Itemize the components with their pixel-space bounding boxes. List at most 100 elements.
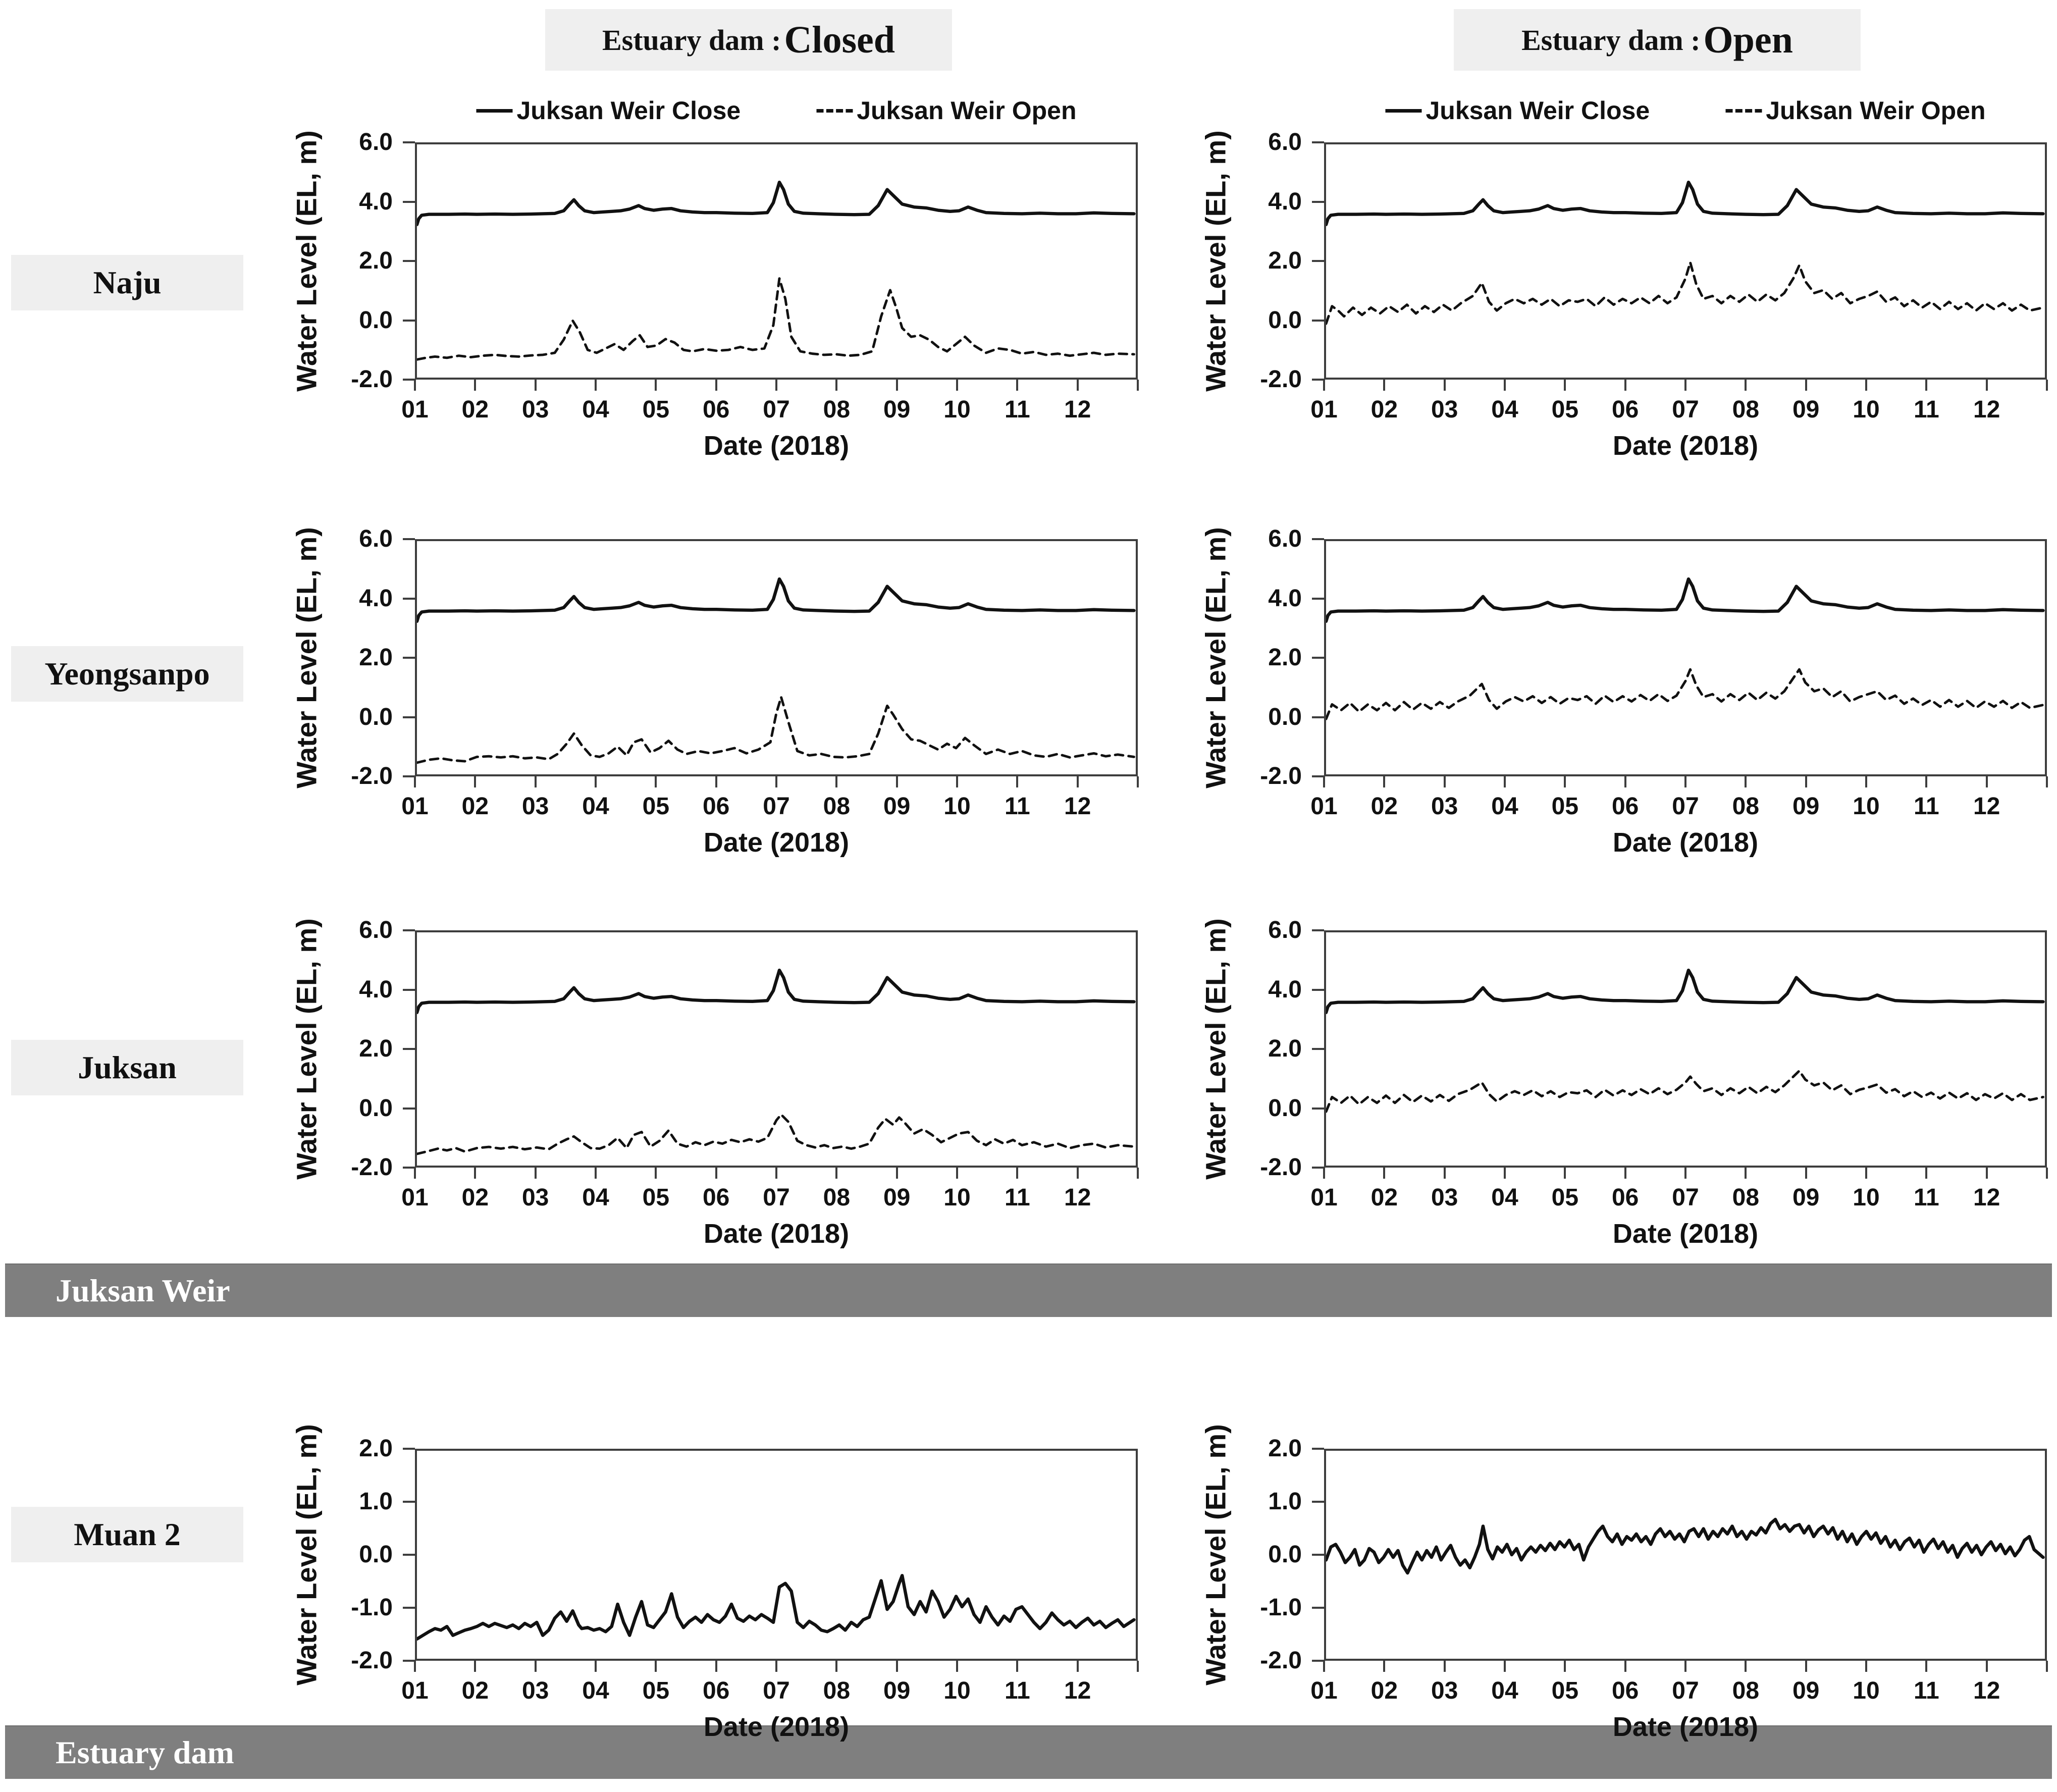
x-tick-mark-juksan-dam-closed [534,1168,537,1179]
y-tick-mark-naju-dam-closed [403,260,415,262]
x-tick-mark-juksan-dam-open [1805,1168,1807,1179]
x-tick-mark-naju-dam-closed [655,380,657,391]
x-tick-label-yeongsanpo-dam-open-02: 02 [1370,793,1398,820]
y-tick-mark-naju-dam-closed [403,319,415,322]
x-tick-label-juksan-dam-closed-12: 12 [1064,1184,1091,1211]
x-tick-label-naju-dam-open-09: 09 [1792,396,1820,423]
x-tick-mark-muan-2-dam-open [1383,1661,1386,1672]
x-axis-title-muan-2-dam-closed: Date (2018) [703,1712,850,1742]
x-tick-label-muan-2-dam-closed-10: 10 [943,1677,971,1704]
x-tick-label-naju-dam-open-07: 07 [1672,396,1699,423]
x-tick-label-yeongsanpo-dam-closed-10: 10 [943,793,971,820]
row-label-muan2: Muan 2 [11,1507,243,1562]
x-tick-mark-muan-2-dam-closed [895,1661,898,1672]
legend-naju-dam-closed: Juksan Weir Close Juksan Weir Open [476,96,1077,125]
x-tick-label-muan-2-dam-open-02: 02 [1370,1677,1398,1704]
x-tick-mark-naju-dam-open [1684,380,1686,391]
x-tick-mark-muan-2-dam-closed [655,1661,657,1672]
x-tick-mark-yeongsanpo-dam-closed [414,776,416,787]
x-tick-label-naju-dam-closed-07: 07 [763,396,790,423]
x-tick-label-muan-2-dam-open-11: 11 [1913,1677,1939,1704]
y-tick-label-juksan-dam-closed-4.0: 4.0 [359,976,393,1003]
y-tick-mark-naju-dam-open [1312,379,1324,381]
y-tick-label-naju-dam-closed-6.0: 6.0 [359,129,393,155]
y-tick-mark-juksan-dam-closed [403,929,415,931]
x-tick-label-naju-dam-open-03: 03 [1431,396,1458,423]
x-tick-mark-yeongsanpo-dam-closed [534,776,537,787]
x-tick-label-naju-dam-closed-02: 02 [461,396,489,423]
y-tick-label-muan-2-dam-closed--2.0: -2.0 [351,1647,393,1674]
y-tick-mark-yeongsanpo-dam-closed [403,775,415,777]
y-tick-label-yeongsanpo-dam-closed-0.0: 0.0 [359,703,393,730]
x-tick-mark-juksan-dam-closed [895,1168,898,1179]
y-tick-mark-muan-2-dam-open [1312,1501,1324,1503]
x-tick-mark-yeongsanpo-dam-open [1504,776,1506,787]
y-tick-mark-muan-2-dam-open [1312,1660,1324,1662]
x-tick-mark-juksan-dam-closed [835,1168,838,1179]
x-tick-mark-muan-2-dam-closed [595,1661,597,1672]
x-tick-mark-muan-2-dam-closed [534,1661,537,1672]
header-dam-closed-prefix: Estuary dam : [602,23,781,57]
plot-area-muan-2-dam-open [1324,1449,2047,1661]
x-tick-label-yeongsanpo-dam-open-01: 01 [1310,793,1338,820]
x-tick-mark-yeongsanpo-dam-closed [474,776,477,787]
y-tick-mark-naju-dam-closed [403,200,415,203]
x-tick-mark-naju-dam-closed [775,380,777,391]
x-tick-mark-naju-dam-closed [956,380,958,391]
x-tick-label-juksan-dam-open-05: 05 [1551,1184,1579,1211]
y-tick-label-juksan-dam-closed--2.0: -2.0 [351,1154,393,1181]
x-tick-label-yeongsanpo-dam-closed-11: 11 [1004,793,1030,820]
x-tick-mark-naju-dam-open [1985,380,1988,391]
x-tick-mark-yeongsanpo-dam-closed [1137,776,1139,787]
y-tick-label-yeongsanpo-dam-open-0.0: 0.0 [1268,703,1302,730]
x-tick-mark-muan-2-dam-open [1805,1661,1807,1672]
x-tick-label-yeongsanpo-dam-closed-12: 12 [1064,793,1091,820]
y-tick-label-naju-dam-closed-0.0: 0.0 [359,306,393,334]
x-tick-mark-muan-2-dam-open [1925,1661,1928,1672]
x-axis-title-naju-dam-open: Date (2018) [1612,431,1759,461]
y-tick-label-naju-dam-open-2.0: 2.0 [1268,247,1302,274]
y-tick-label-naju-dam-closed-2.0: 2.0 [359,247,393,274]
x-tick-label-naju-dam-open-12: 12 [1973,396,2000,423]
y-tick-label-muan-2-dam-open-2.0: 2.0 [1268,1435,1302,1462]
y-tick-mark-yeongsanpo-dam-closed [403,716,415,718]
x-tick-mark-muan-2-dam-open [1865,1661,1867,1672]
x-tick-label-naju-dam-closed-12: 12 [1064,396,1091,423]
series-line-weir_close [417,577,1136,623]
legend-label-juksan-weir-close: Juksan Weir Close [516,96,741,125]
x-tick-label-yeongsanpo-dam-closed-01: 01 [401,793,429,820]
header-dam-open-prefix: Estuary dam : [1521,23,1701,57]
y-tick-mark-naju-dam-open [1312,200,1324,203]
x-tick-mark-juksan-dam-open [1564,1168,1566,1179]
x-tick-label-yeongsanpo-dam-closed-03: 03 [521,793,549,820]
x-tick-mark-juksan-dam-closed [655,1168,657,1179]
y-tick-mark-juksan-dam-open [1312,1048,1324,1050]
x-tick-label-juksan-dam-closed-11: 11 [1004,1184,1030,1211]
x-tick-mark-yeongsanpo-dam-closed [655,776,657,787]
x-tick-label-muan-2-dam-open-08: 08 [1732,1677,1760,1704]
series-canvas-juksan-dam-open [1326,968,2045,1113]
x-tick-label-muan-2-dam-open-01: 01 [1310,1677,1338,1704]
x-tick-label-juksan-dam-closed-01: 01 [401,1184,429,1211]
x-tick-mark-muan-2-dam-closed [956,1661,958,1672]
x-tick-label-muan-2-dam-closed-02: 02 [461,1677,489,1704]
x-tick-mark-juksan-dam-closed [956,1168,958,1179]
y-tick-label-yeongsanpo-dam-closed--2.0: -2.0 [351,763,393,789]
x-tick-mark-muan-2-dam-open [1624,1661,1626,1672]
x-tick-mark-yeongsanpo-dam-closed [715,776,717,787]
x-tick-mark-yeongsanpo-dam-open [1745,776,1747,787]
y-tick-label-naju-dam-open--2.0: -2.0 [1260,366,1302,393]
x-tick-label-yeongsanpo-dam-closed-09: 09 [883,793,911,820]
juksan-weir-open-line-sample [1725,109,1762,113]
x-axis-title-naju-dam-closed: Date (2018) [703,431,850,461]
x-tick-mark-muan-2-dam-closed [1076,1661,1079,1672]
x-tick-label-yeongsanpo-dam-open-06: 06 [1611,793,1639,820]
x-tick-label-yeongsanpo-dam-open-04: 04 [1491,793,1518,820]
y-tick-label-yeongsanpo-dam-closed-4.0: 4.0 [359,585,393,612]
y-tick-label-juksan-dam-open-6.0: 6.0 [1268,917,1302,943]
header-dam-open: Estuary dam : Open [1454,9,1861,71]
x-tick-label-naju-dam-open-05: 05 [1551,396,1579,423]
series-line-juksan_damclosed_weiropen [417,1113,1135,1155]
plot-area-yeongsanpo-dam-closed [415,539,1138,776]
x-tick-mark-yeongsanpo-dam-closed [775,776,777,787]
